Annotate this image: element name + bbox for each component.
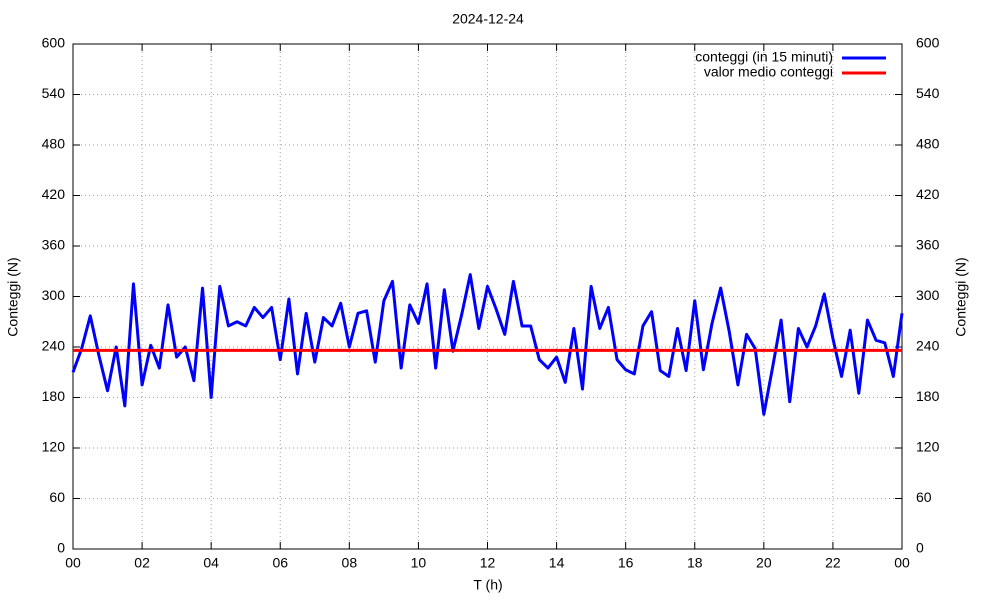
y-tick-label: 360: [42, 237, 66, 253]
legend-label: conteggi (in 15 minuti): [695, 49, 833, 65]
y2-tick-label: 300: [916, 287, 940, 303]
y-tick-label: 420: [42, 186, 66, 202]
y2-axis-label: Conteggi (N): [953, 257, 969, 336]
y2-tick-label: 60: [916, 489, 932, 505]
y-tick-label: 240: [42, 338, 66, 354]
x-tick-label: 18: [687, 555, 703, 571]
y-tick-label: 540: [42, 85, 66, 101]
y-tick-label: 480: [42, 136, 66, 152]
x-tick-label: 16: [618, 555, 634, 571]
y2-tick-label: 0: [916, 540, 924, 556]
x-axis-label: T (h): [473, 577, 502, 593]
y-tick-label: 0: [57, 540, 65, 556]
y-tick-label: 300: [42, 287, 66, 303]
x-tick-label: 12: [480, 555, 496, 571]
y2-tick-label: 240: [916, 338, 940, 354]
chart-title: 2024-12-24: [452, 11, 524, 27]
y2-tick-label: 180: [916, 388, 940, 404]
y-axis-label: Conteggi (N): [5, 257, 21, 336]
series-line: [71, 273, 904, 416]
x-tick-label: 00: [894, 555, 910, 571]
x-tick-label: 02: [134, 555, 150, 571]
x-tick-label: 22: [825, 555, 841, 571]
x-tick-label: 06: [272, 555, 288, 571]
plot-frame: [72, 43, 903, 550]
y2-tick-label: 120: [916, 439, 940, 455]
y2-tick-label: 540: [916, 85, 940, 101]
y2-tick-label: 480: [916, 136, 940, 152]
x-tick-label: 14: [549, 555, 565, 571]
y-tick-label: 60: [49, 489, 65, 505]
x-tick-label: 08: [342, 555, 358, 571]
x-tick-label: 00: [65, 555, 81, 571]
x-tick-label: 04: [203, 555, 219, 571]
y-tick-label: 180: [42, 388, 66, 404]
x-tick-label: 10: [411, 555, 427, 571]
y2-tick-label: 360: [916, 237, 940, 253]
y-tick-label: 120: [42, 439, 66, 455]
y2-tick-label: 420: [916, 186, 940, 202]
legend-label: valor medio conteggi: [704, 64, 833, 80]
y-tick-label: 600: [42, 35, 66, 51]
x-tick-label: 20: [756, 555, 772, 571]
y2-tick-label: 600: [916, 35, 940, 51]
